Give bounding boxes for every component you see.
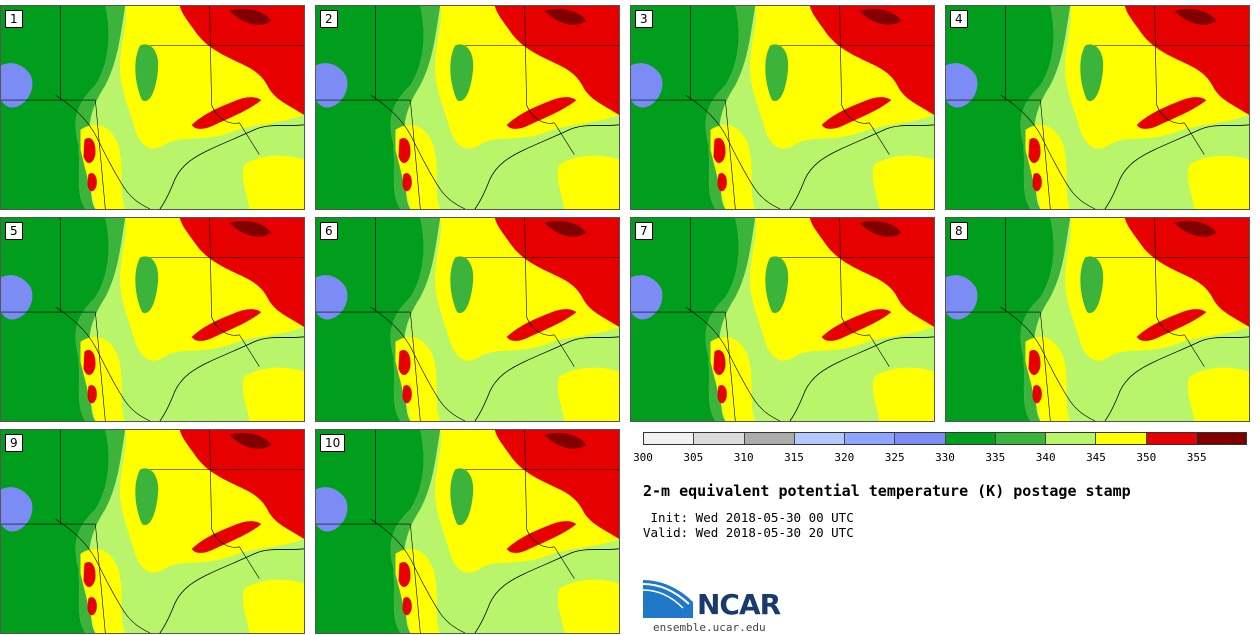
ensemble-member-panel: 3 (630, 5, 935, 210)
panel-number-label: 2 (320, 10, 338, 28)
map-image (631, 218, 934, 421)
ncar-logo-icon (643, 580, 693, 618)
map-image (1, 6, 304, 209)
ensemble-member-panel: 7 (630, 217, 935, 422)
map-image (316, 430, 619, 633)
colorbar-tick-label: 350 (1136, 451, 1157, 464)
panel-number-label: 3 (635, 10, 653, 28)
colorbar-segment (1096, 433, 1147, 444)
colorbar-segment (995, 433, 1046, 444)
ensemble-member-panel: 5 (0, 217, 305, 422)
colorbar-tick-label: 310 (733, 451, 754, 464)
colorbar-tick-label: 325 (884, 451, 905, 464)
panel-number-label: 5 (5, 222, 23, 240)
colorbar-tick-label: 315 (784, 451, 804, 464)
colorbar-segment (1196, 433, 1246, 444)
colorbar-tick-label: 320 (834, 451, 855, 464)
plot-title: 2-m equivalent potential temperature (K)… (643, 482, 1131, 500)
colorbar-segment (845, 433, 896, 444)
colorbar-segment (694, 433, 745, 444)
map-image (316, 6, 619, 209)
ensemble-member-panel: 1 (0, 5, 305, 210)
panel-number-label: 10 (320, 434, 346, 452)
colorbar-tick-label: 340 (1035, 451, 1056, 464)
panel-number-label: 7 (635, 222, 653, 240)
init-time: Init: Wed 2018-05-30 00 UTC (643, 510, 854, 525)
colorbar-segment (895, 433, 946, 444)
panel-number-label: 4 (950, 10, 968, 28)
ensemble-member-panel: 10 (315, 429, 620, 634)
map-image (631, 6, 934, 209)
colorbar-tick-label: 330 (935, 451, 955, 464)
ensemble-member-panel: 6 (315, 217, 620, 422)
map-image (1, 218, 304, 421)
colorbar (643, 432, 1247, 445)
map-image (946, 218, 1249, 421)
colorbar-segment (794, 433, 845, 444)
map-image (1, 430, 304, 633)
colorbar-tick-label: 305 (683, 451, 704, 464)
valid-time: Valid: Wed 2018-05-30 20 UTC (643, 525, 854, 540)
colorbar-tick-label: 300 (633, 451, 653, 464)
ensemble-member-panel: 4 (945, 5, 1250, 210)
ncar-logo-text: NCAR (697, 588, 781, 621)
ensemble-url[interactable]: ensemble.ucar.edu (653, 621, 766, 634)
ensemble-member-panel: 8 (945, 217, 1250, 422)
colorbar-segment (1046, 433, 1097, 444)
panel-number-label: 1 (5, 10, 23, 28)
ensemble-member-panel: 9 (0, 429, 305, 634)
colorbar-segment (1146, 433, 1197, 444)
colorbar-tick-label: 355 (1186, 451, 1207, 464)
panel-number-label: 8 (950, 222, 968, 240)
map-image (946, 6, 1249, 209)
panel-number-label: 9 (5, 434, 23, 452)
colorbar-segment (744, 433, 795, 444)
colorbar-segment (945, 433, 996, 444)
colorbar-tick-label: 335 (985, 451, 1006, 464)
panel-number-label: 6 (320, 222, 338, 240)
colorbar-segment (644, 433, 695, 444)
map-image (316, 218, 619, 421)
colorbar-tick-label: 345 (1086, 451, 1106, 464)
ensemble-member-panel: 2 (315, 5, 620, 210)
